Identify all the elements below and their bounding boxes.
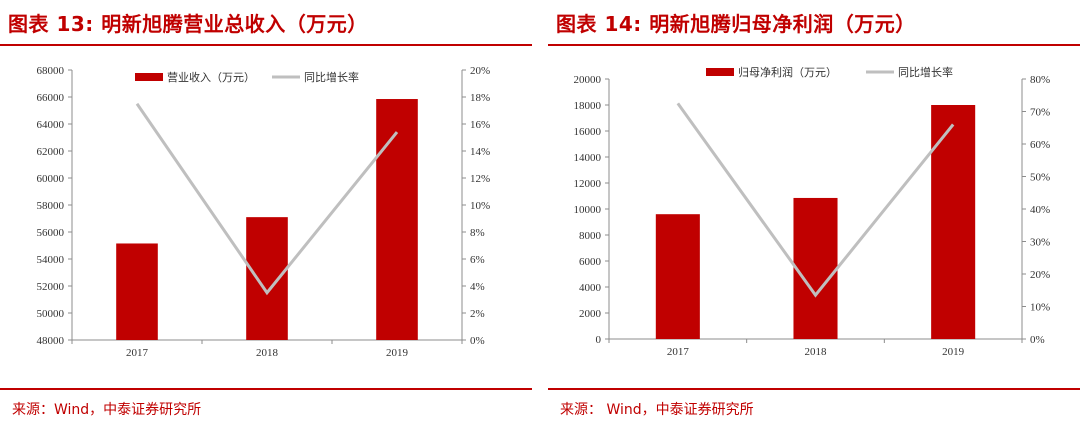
y2-tick-label: 18% bbox=[470, 92, 490, 104]
y2-tick-label: 0% bbox=[470, 335, 485, 347]
y-tick-label: 10000 bbox=[574, 204, 602, 216]
bar bbox=[931, 105, 976, 339]
y-tick-label: 8000 bbox=[579, 230, 602, 242]
y2-tick-label: 6% bbox=[470, 254, 485, 266]
bar bbox=[116, 243, 158, 340]
y-tick-label: 50000 bbox=[37, 308, 65, 320]
x-tick-label: 2018 bbox=[805, 346, 828, 358]
source-note: 来源： Wind，中泰证券研究所 bbox=[560, 402, 754, 418]
legend-line-label: 同比增长率 bbox=[898, 65, 953, 79]
y-tick-label: 48000 bbox=[37, 335, 65, 347]
y2-tick-label: 8% bbox=[470, 227, 485, 239]
y2-tick-label: 20% bbox=[1030, 269, 1050, 281]
y-tick-label: 16000 bbox=[574, 126, 602, 138]
bar bbox=[246, 217, 288, 340]
figure-title: 图表 14: 明新旭腾归母净利润（万元） bbox=[556, 12, 916, 36]
chart-panel-revenue: 图表 13: 明新旭腾营业总收入（万元） 48000 50000 52000 5400… bbox=[0, 0, 532, 426]
y-tick-label: 64000 bbox=[37, 119, 65, 131]
footer-rule bbox=[548, 388, 1080, 390]
bar bbox=[655, 214, 700, 339]
chart-panel-net-profit: 图表 14: 明新旭腾归母净利润（万元） 0 2000 4000 6000 8000 10… bbox=[548, 0, 1080, 426]
y2-tick-label: 2% bbox=[470, 308, 485, 320]
legend-bar-label: 归母净利润（万元） bbox=[738, 65, 837, 79]
y-tick-label: 66000 bbox=[37, 92, 65, 104]
legend-bar-swatch bbox=[706, 68, 734, 76]
figure-title: 图表 13: 明新旭腾营业总收入（万元） bbox=[8, 12, 368, 36]
y-tick-label: 6000 bbox=[579, 256, 602, 268]
footer-rule bbox=[0, 388, 532, 390]
y-tick-label: 68000 bbox=[37, 65, 65, 77]
y-tick-label: 4000 bbox=[579, 282, 602, 294]
y2-tick-label: 10% bbox=[470, 200, 490, 212]
y-tick-label: 52000 bbox=[37, 281, 65, 293]
y-tick-label: 12000 bbox=[574, 178, 602, 190]
net-profit-chart: 0 2000 4000 6000 8000 10000 12000 14000 16000 180… bbox=[574, 65, 1051, 358]
y-tick-label: 56000 bbox=[37, 227, 65, 239]
y2-tick-label: 70% bbox=[1030, 107, 1050, 119]
y2-tick-label: 4% bbox=[470, 281, 485, 293]
y2-tick-label: 20% bbox=[470, 65, 490, 77]
y-tick-label: 58000 bbox=[37, 200, 65, 212]
x-tick-label: 2017 bbox=[667, 346, 690, 358]
y2-tick-label: 0% bbox=[1030, 334, 1045, 346]
bar bbox=[793, 197, 838, 339]
y-tick-label: 54000 bbox=[37, 254, 65, 266]
y-tick-label: 14000 bbox=[574, 152, 602, 164]
y-tick-label: 62000 bbox=[37, 146, 65, 158]
legend-bar-swatch bbox=[135, 73, 163, 81]
source-note: 来源：Wind，中泰证券研究所 bbox=[12, 402, 202, 418]
title-rule bbox=[548, 44, 1080, 46]
y2-tick-label: 40% bbox=[1030, 204, 1050, 216]
y2-tick-label: 80% bbox=[1030, 74, 1050, 86]
x-tick-label: 2017 bbox=[126, 347, 149, 359]
legend-bar-label: 营业收入（万元） bbox=[167, 70, 255, 84]
y2-tick-label: 16% bbox=[470, 119, 490, 131]
x-tick-label: 2019 bbox=[942, 346, 965, 358]
y2-tick-label: 12% bbox=[470, 173, 490, 185]
y2-tick-label: 50% bbox=[1030, 172, 1050, 184]
y2-tick-label: 10% bbox=[1030, 302, 1050, 314]
x-tick-label: 2018 bbox=[256, 347, 279, 359]
y-tick-label: 60000 bbox=[37, 173, 65, 185]
title-rule bbox=[0, 44, 532, 46]
y-tick-label: 18000 bbox=[574, 100, 602, 112]
y-tick-label: 0 bbox=[596, 334, 602, 346]
y2-tick-label: 60% bbox=[1030, 139, 1050, 151]
y2-tick-label: 30% bbox=[1030, 237, 1050, 249]
revenue-chart: 48000 50000 52000 54000 56000 58000 60000 62000… bbox=[37, 65, 491, 359]
y2-tick-label: 14% bbox=[470, 146, 490, 158]
x-tick-label: 2019 bbox=[386, 347, 409, 359]
legend-line-label: 同比增长率 bbox=[304, 70, 359, 84]
bar bbox=[376, 99, 418, 341]
y-tick-label: 2000 bbox=[579, 308, 602, 320]
y-tick-label: 20000 bbox=[574, 74, 602, 86]
